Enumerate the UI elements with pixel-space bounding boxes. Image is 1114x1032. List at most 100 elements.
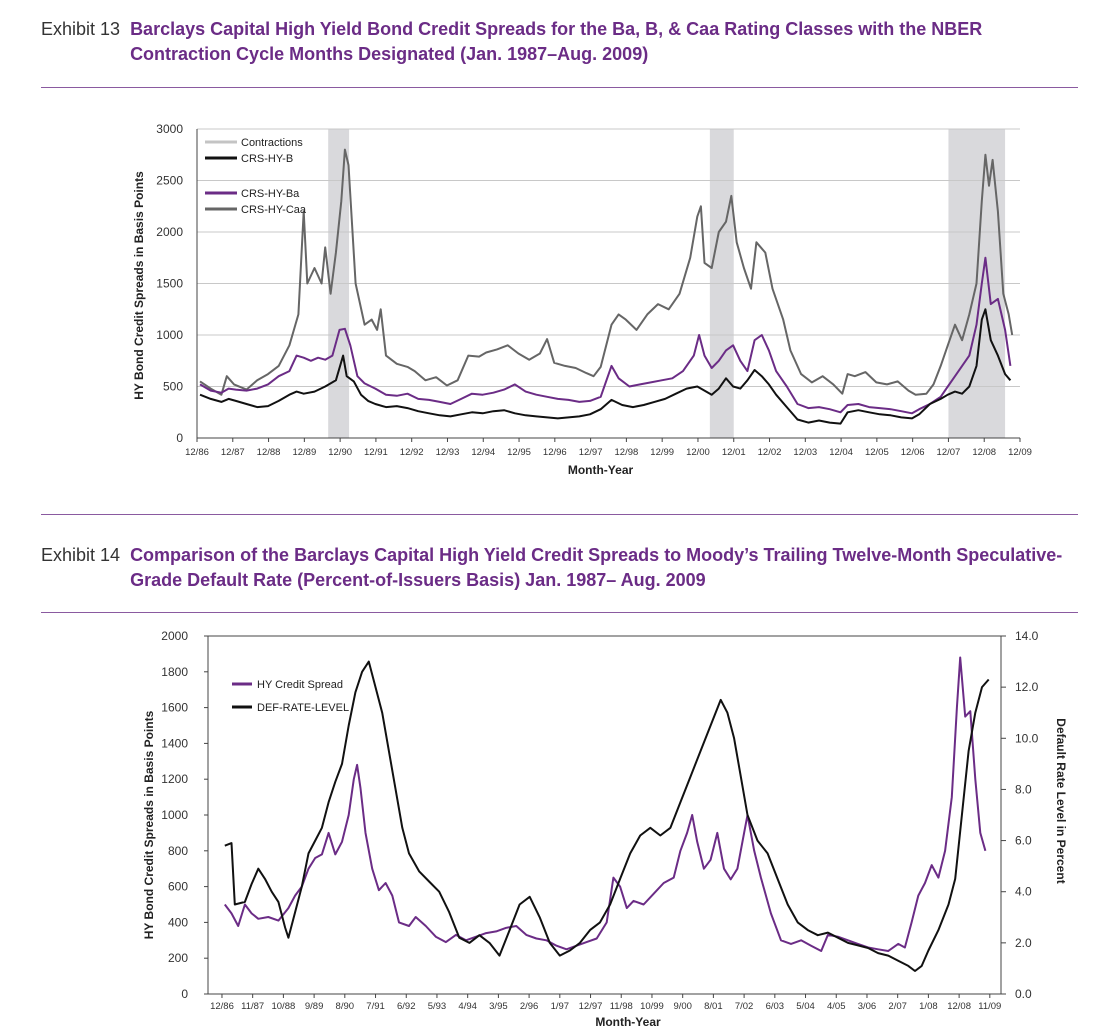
series-line-def-rate-level	[224, 660, 990, 972]
x-tick-label: 12/89	[292, 447, 316, 458]
legend-label: CRS-HY-Caa	[241, 204, 307, 216]
x-tick-label: 12/06	[901, 447, 925, 458]
y-right-tick-label: 8.0	[1015, 782, 1032, 796]
x-axis-title: Month-Year	[595, 1015, 661, 1029]
exhibit-13-label: Exhibit 13	[41, 19, 121, 39]
y-left-tick-label: 0	[181, 987, 188, 1001]
series-line-crs-hy-ba	[199, 256, 1012, 415]
x-tick-label: 12/07	[937, 447, 961, 458]
y-right-tick-label: 0.0	[1015, 987, 1032, 1001]
x-tick-label: 12/98	[615, 447, 639, 458]
x-tick-label: 12/93	[436, 447, 460, 458]
x-tick-label: 4/94	[458, 1001, 477, 1012]
y-right-axis-title: Default Rate Level in Percent	[1054, 718, 1068, 883]
x-tick-label: 9/00	[673, 1001, 692, 1012]
x-tick-label: 7/91	[366, 1001, 385, 1012]
x-tick-label: 12/01	[722, 447, 746, 458]
x-tick-label: 8/90	[336, 1001, 355, 1012]
x-tick-label: 11/09	[978, 1001, 1001, 1012]
x-axis-title: Month-Year	[568, 463, 634, 477]
x-tick-label: 12/99	[650, 447, 674, 458]
x-tick-label: 6/92	[397, 1001, 416, 1012]
x-tick-label: 12/92	[400, 447, 424, 458]
exhibit-13-header: Exhibit 13 Barclays Capital High Yield B…	[41, 17, 1081, 67]
y-tick-label: 1500	[156, 277, 183, 291]
x-tick-label: 1/97	[551, 1001, 570, 1012]
series-line-crs-hy-b	[199, 308, 1012, 425]
divider	[41, 514, 1078, 515]
x-tick-label: 12/90	[328, 447, 352, 458]
x-tick-label: 12/96	[543, 447, 567, 458]
y-left-tick-label: 1400	[161, 736, 188, 750]
x-tick-label: 6/03	[766, 1001, 785, 1012]
x-tick-label: 7/02	[735, 1001, 754, 1012]
y-left-axis-title: HY Bond Credit Spreads in Basis Points	[142, 710, 156, 939]
y-left-tick-label: 1600	[161, 701, 188, 715]
x-tick-label: 11/98	[610, 1001, 633, 1012]
y-left-tick-label: 200	[168, 951, 188, 965]
x-tick-label: 4/05	[827, 1001, 846, 1012]
y-left-tick-label: 2000	[161, 629, 188, 643]
y-right-tick-label: 12.0	[1015, 680, 1039, 694]
x-tick-label: 12/95	[507, 447, 531, 458]
series-line-crs-hy-caa	[199, 148, 1014, 396]
x-tick-label: 3/06	[858, 1001, 877, 1012]
y-right-tick-label: 6.0	[1015, 834, 1032, 848]
x-tick-label: 11/87	[241, 1001, 264, 1012]
y-left-tick-label: 1200	[161, 772, 188, 786]
y-tick-label: 3000	[156, 122, 183, 136]
y-left-tick-label: 1000	[161, 808, 188, 822]
y-tick-label: 2000	[156, 225, 183, 239]
x-tick-label: 2/96	[520, 1001, 539, 1012]
x-tick-label: 5/04	[796, 1001, 815, 1012]
x-tick-label: 12/91	[364, 447, 388, 458]
y-axis-title: HY Bond Credit Spreads in Basis Points	[132, 171, 146, 400]
y-right-tick-label: 10.0	[1015, 731, 1039, 745]
divider	[41, 87, 1078, 88]
x-tick-label: 12/00	[686, 447, 710, 458]
legend-label: Contractions	[241, 137, 303, 149]
x-tick-label: 2/07	[888, 1001, 907, 1012]
x-tick-label: 12/08	[972, 447, 996, 458]
y-left-tick-label: 800	[168, 844, 188, 858]
legend-label: CRS-HY-Ba	[241, 188, 300, 200]
exhibit-14-label: Exhibit 14	[41, 545, 121, 565]
x-tick-label: 9/89	[305, 1001, 324, 1012]
y-right-tick-label: 14.0	[1015, 629, 1039, 643]
x-tick-label: 12/97	[579, 447, 603, 458]
x-tick-label: 12/87	[221, 447, 245, 458]
exhibit-14-title: Comparison of the Barclays Capital High …	[130, 545, 1063, 590]
x-tick-label: 12/94	[471, 447, 495, 458]
y-tick-label: 1000	[156, 328, 183, 342]
y-right-tick-label: 4.0	[1015, 885, 1032, 899]
x-tick-label: 12/86	[210, 1001, 234, 1012]
y-right-tick-label: 2.0	[1015, 936, 1032, 950]
x-tick-label: 12/03	[793, 447, 817, 458]
exhibit-13-title: Barclays Capital High Yield Bond Credit …	[130, 19, 983, 64]
x-tick-label: 1/08	[919, 1001, 938, 1012]
y-left-tick-label: 600	[168, 880, 188, 894]
legend-label: CRS-HY-B	[241, 153, 293, 165]
x-tick-label: 12/97	[579, 1001, 603, 1012]
y-left-tick-label: 400	[168, 915, 188, 929]
x-tick-label: 3/95	[489, 1001, 508, 1012]
chart-exhibit-13: 0 500 1000 1500 2000 2500 3000 12/86 12/87 12/88 1…	[132, 122, 1032, 477]
x-tick-label: 10/88	[271, 1001, 295, 1012]
x-tick-label: 8/01	[704, 1001, 723, 1012]
y-tick-label: 2500	[156, 174, 183, 188]
x-tick-label: 12/08	[947, 1001, 971, 1012]
y-left-tick-label: 1800	[161, 665, 188, 679]
x-tick-label: 12/05	[865, 447, 889, 458]
x-tick-label: 5/93	[428, 1001, 447, 1012]
legend-label: HY Credit Spread	[257, 679, 343, 691]
y-tick-label: 0	[176, 431, 183, 445]
series-line-hy credit spread	[224, 656, 987, 952]
x-tick-label: 12/02	[758, 447, 782, 458]
chart-exhibit-14: 0 200 400 600 800 1000 1200 1400 1600 1800 2000 0.0…	[142, 629, 1068, 1029]
x-tick-label: 12/04	[829, 447, 853, 458]
x-tick-label: 12/09	[1008, 447, 1032, 458]
x-tick-label: 10/99	[640, 1001, 664, 1012]
legend-label: DEF-RATE-LEVEL	[257, 702, 349, 714]
divider	[41, 612, 1078, 613]
x-tick-label: 12/88	[257, 447, 281, 458]
